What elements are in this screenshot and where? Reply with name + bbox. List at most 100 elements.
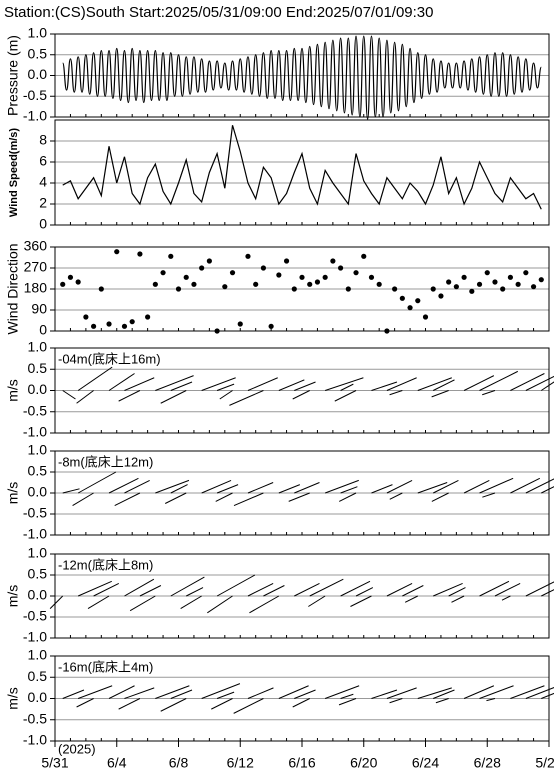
data-point: [121, 323, 128, 329]
current-stick: [389, 492, 403, 500]
current-stick: [294, 482, 320, 494]
x-tick-label: 6/28: [474, 755, 501, 771]
page-title: Station:(CS)South Start:2025/05/31/09:00…: [4, 4, 434, 21]
current-stick: [294, 582, 320, 597]
x-tick-label: 5/31: [41, 755, 68, 771]
current-stick: [510, 373, 545, 391]
y-tick-label: -0.5: [23, 87, 47, 103]
current-stick: [207, 595, 233, 614]
current-stick: [160, 698, 187, 712]
current-stick: [525, 375, 554, 391]
current-stick: [479, 685, 514, 699]
current-stick: [124, 377, 155, 391]
data-point: [500, 286, 506, 292]
data-point: [322, 274, 328, 280]
data-point: [237, 321, 243, 327]
current-stick: [72, 492, 94, 507]
y-tick-label: 0.0: [28, 484, 48, 500]
current-stick: [108, 477, 139, 494]
current-stick: [541, 692, 554, 699]
data-point: [229, 270, 236, 276]
current-stick: [433, 689, 455, 699]
current-stick: [155, 479, 190, 494]
panel-frame: [54, 119, 550, 226]
current-stick: [324, 377, 364, 391]
depth-label: -12m(底床上8m): [58, 557, 153, 572]
y-tick-label: 0.0: [28, 66, 48, 82]
y-tick-label: 0: [39, 216, 47, 232]
data-point: [152, 281, 158, 287]
y-tick-label: 0.5: [28, 360, 48, 376]
data-point: [175, 286, 182, 292]
data-point: [337, 265, 344, 271]
current-stick: [294, 689, 316, 699]
current-stick: [404, 595, 419, 603]
current-stick: [482, 390, 496, 396]
data-point: [83, 314, 89, 320]
data-point: [484, 270, 490, 276]
year-label: (2025): [58, 741, 96, 756]
current-stick: [170, 381, 193, 391]
data-point: [137, 251, 143, 257]
current-stick: [87, 595, 110, 610]
current-stick: [292, 390, 310, 400]
data-point: [330, 258, 336, 264]
current-stick: [278, 685, 309, 699]
current-stick: [463, 479, 490, 494]
current-stick: [49, 595, 64, 609]
current-stick: [482, 492, 496, 498]
x-tick-label: 6/12: [227, 755, 254, 771]
depth-label: -16m(底床上4m): [58, 659, 153, 674]
current-stick: [417, 482, 448, 494]
current-stick: [124, 687, 155, 699]
depth-label: -04m(底床上16m): [58, 351, 161, 366]
y-tick-label: 180: [24, 280, 48, 296]
data-point: [307, 281, 313, 287]
current-stick: [324, 479, 359, 494]
y-axis-label: m/s: [5, 482, 21, 505]
current-stick: [448, 587, 466, 597]
current-stick: [339, 492, 357, 502]
data-point: [461, 274, 467, 280]
y-tick-label: -0.5: [23, 402, 47, 418]
current-stick: [62, 488, 80, 494]
data-point: [222, 284, 228, 290]
x-tick-label: 5/24: [535, 755, 554, 771]
data-point: [507, 274, 514, 280]
current-stick: [309, 578, 344, 597]
y-tick-label: -0.5: [23, 608, 47, 624]
y-tick-label: -1.0: [23, 526, 47, 542]
data-point: [129, 319, 135, 325]
data-point: [276, 272, 282, 278]
y-tick-label: 0.5: [28, 45, 48, 61]
data-line: [62, 35, 542, 120]
data-point: [438, 293, 444, 299]
y-tick-label: 270: [24, 259, 48, 275]
current-stick: [340, 383, 354, 391]
y-axis-label: Wind Speed(m/s): [8, 128, 20, 217]
y-axis-label: m/s: [5, 379, 21, 402]
data-point: [492, 279, 498, 285]
depth-label: -8m(底床上12m): [58, 454, 153, 469]
current-stick: [201, 683, 241, 699]
current-stick: [386, 687, 417, 699]
current-stick: [201, 479, 232, 494]
y-tick-label: 1.0: [28, 25, 48, 41]
y-tick-label: 1.0: [28, 442, 48, 458]
data-point: [67, 274, 74, 280]
current-stick: [334, 390, 357, 402]
current-stick: [124, 578, 155, 597]
y-axis-label: m/s: [5, 585, 21, 608]
data-point: [345, 286, 351, 292]
data-line: [62, 125, 542, 210]
current-stick: [129, 595, 156, 612]
current-stick: [431, 492, 449, 502]
data-point: [75, 279, 81, 285]
current-stick: [389, 698, 403, 704]
current-stick: [541, 486, 554, 494]
data-point: [145, 314, 151, 320]
y-axis-label: m/s: [5, 687, 21, 710]
data-point: [260, 265, 267, 271]
data-point: [407, 305, 413, 311]
